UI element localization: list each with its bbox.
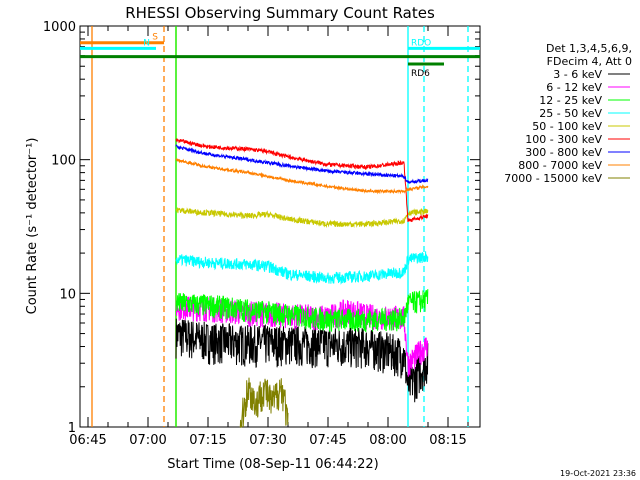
legend-label: 7000 - 15000 keV: [504, 172, 602, 185]
legend-label: 800 - 7000 keV: [518, 159, 602, 172]
series-line: [175, 143, 429, 184]
series-line: [175, 289, 429, 333]
series-line: [175, 318, 429, 403]
legend-label: 300 - 800 keV: [525, 146, 602, 159]
y-tick-label: 10: [59, 287, 76, 302]
series-line: [175, 138, 429, 223]
legend-label: 3 - 6 keV: [553, 68, 602, 81]
legend-label: 50 - 100 keV: [532, 120, 602, 133]
x-tick-label: 07:00: [129, 433, 166, 448]
flag-label: S: [152, 33, 158, 43]
x-tick-label: 07:30: [249, 433, 286, 448]
legend: Det 1,3,4,5,6,9,FDecim 4, Att 03 - 6 keV…: [504, 42, 632, 185]
series-line: [175, 251, 429, 285]
x-tick-label: 06:45: [69, 433, 106, 448]
plot-frame: [79, 25, 481, 428]
x-tick-label: 07:45: [309, 433, 346, 448]
series-line: [175, 158, 429, 195]
y-tick-label: 100: [51, 154, 76, 169]
legend-header: FDecim 4, Att 0: [547, 55, 632, 68]
x-tick-label: 08:00: [369, 433, 406, 448]
legend-label: 100 - 300 keV: [525, 133, 602, 146]
y-axis-label: Count Rate (s⁻¹ detector⁻¹): [25, 138, 40, 315]
timestamp: 19-Oct-2021 23:36: [560, 469, 636, 478]
x-tick-label: 08:15: [429, 433, 466, 448]
legend-header: Det 1,3,4,5,6,9,: [546, 42, 632, 55]
legend-label: 6 - 12 keV: [546, 81, 602, 94]
y-tick-label: 1: [68, 421, 76, 436]
legend-label: 25 - 50 keV: [539, 107, 602, 120]
legend-label: 12 - 25 keV: [539, 94, 602, 107]
flag-label: N: [143, 38, 150, 48]
x-axis-label: Start Time (08-Sep-11 06:44:22): [167, 457, 378, 472]
flag-label: RD6: [411, 69, 430, 79]
series-line: [175, 207, 429, 229]
chart-title: RHESSI Observing Summary Count Rates: [125, 4, 435, 22]
plot-area: 1 10 100 1000 06:45 07:00 07:15 07:30 07:45 08:00…: [43, 20, 481, 448]
y-tick-label: 1000: [43, 20, 76, 35]
series-line: [239, 377, 289, 429]
x-tick-label: 07:15: [189, 433, 226, 448]
flag-label: RDO: [411, 38, 431, 48]
